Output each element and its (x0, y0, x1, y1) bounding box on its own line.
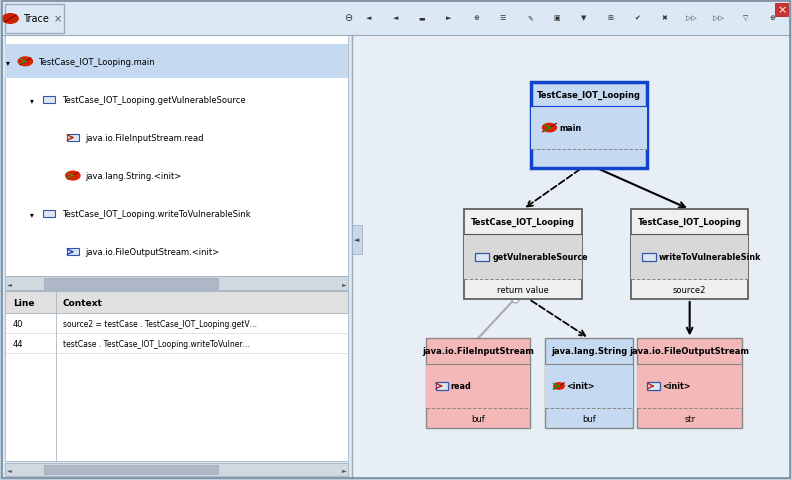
Text: ◄: ◄ (366, 15, 371, 21)
Bar (638, 364, 742, 408)
Bar (631, 235, 748, 280)
Text: str: str (684, 414, 695, 423)
Text: ◄: ◄ (7, 467, 12, 472)
Text: getVulnerableSource: getVulnerableSource (493, 253, 588, 262)
Text: return value: return value (497, 285, 549, 294)
Bar (44, 211, 55, 218)
Text: ▾: ▾ (30, 96, 33, 105)
Bar (464, 210, 581, 300)
Bar (5, 45, 348, 79)
Bar (67, 134, 78, 142)
Text: ✎: ✎ (527, 15, 533, 21)
Text: <init>: <init> (566, 382, 595, 391)
Text: ▷▷: ▷▷ (713, 15, 724, 21)
Bar (638, 339, 742, 428)
Text: java.lang.String.<init>: java.lang.String.<init> (86, 172, 182, 180)
Text: source2 = testCase . TestCase_IOT_Looping.getV…: source2 = testCase . TestCase_IOT_Loopin… (63, 319, 257, 328)
Text: ✔: ✔ (634, 15, 641, 21)
Text: ×: × (777, 6, 786, 15)
Bar (44, 278, 218, 289)
Text: ◄: ◄ (354, 237, 359, 243)
Bar (5, 292, 348, 461)
Bar (44, 465, 218, 474)
Text: ⊞: ⊞ (607, 15, 614, 21)
Text: ▣: ▣ (554, 15, 560, 21)
Text: ⊕: ⊕ (473, 15, 479, 21)
Circle shape (2, 15, 18, 24)
Text: source2: source2 (673, 285, 706, 294)
Text: main: main (559, 124, 581, 133)
Bar (352, 36, 790, 478)
Text: java.io.FileOutputStream.<init>: java.io.FileOutputStream.<init> (86, 248, 219, 257)
Text: ✖: ✖ (661, 15, 668, 21)
Circle shape (554, 383, 564, 389)
Circle shape (543, 124, 556, 132)
Text: ▼: ▼ (581, 15, 586, 21)
Text: Trace: Trace (23, 14, 49, 24)
Bar (546, 339, 633, 428)
Text: buf: buf (582, 414, 596, 423)
Bar (425, 364, 531, 408)
Circle shape (18, 58, 32, 67)
Text: ▾: ▾ (6, 58, 10, 67)
Text: ×: × (54, 14, 62, 24)
Bar (631, 210, 748, 300)
Circle shape (66, 172, 80, 180)
Text: writeToVulnerableSink: writeToVulnerableSink (659, 253, 762, 262)
Bar (436, 383, 448, 390)
Text: TestCase_IOT_Looping: TestCase_IOT_Looping (537, 91, 642, 100)
Text: 44: 44 (13, 339, 23, 348)
Bar (352, 226, 362, 254)
Text: java.io.FileInputStream.read: java.io.FileInputStream.read (86, 134, 204, 143)
Text: testCase . TestCase_IOT_Looping.writeToVulner…: testCase . TestCase_IOT_Looping.writeToV… (63, 339, 249, 348)
Text: read: read (451, 382, 471, 391)
Text: 40: 40 (13, 319, 23, 328)
Text: ▽: ▽ (743, 15, 748, 21)
Bar (44, 96, 55, 104)
Bar (475, 253, 489, 262)
Text: ▾: ▾ (30, 210, 33, 219)
Text: ☰: ☰ (500, 15, 506, 21)
Text: TestCase_IOT_Looping.getVulnerableSource: TestCase_IOT_Looping.getVulnerableSource (62, 96, 246, 105)
Text: ◄: ◄ (7, 281, 12, 286)
Text: ◄: ◄ (393, 15, 398, 21)
Bar (531, 83, 647, 168)
Bar (5, 276, 348, 291)
Text: ►: ► (342, 467, 347, 472)
Text: TestCase_IOT_Looping: TestCase_IOT_Looping (638, 218, 741, 227)
Bar (464, 235, 581, 280)
Bar (2, 2, 790, 36)
FancyBboxPatch shape (5, 5, 64, 34)
Text: TestCase_IOT_Looping.writeToVulnerableSink: TestCase_IOT_Looping.writeToVulnerableSi… (62, 210, 250, 219)
Bar (425, 339, 531, 428)
Bar (67, 249, 78, 256)
Bar (2, 36, 352, 478)
Bar (642, 253, 657, 262)
Text: ▬: ▬ (419, 15, 425, 21)
Bar (5, 463, 348, 476)
Text: Line: Line (13, 298, 34, 307)
Text: TestCase_IOT_Looping: TestCase_IOT_Looping (471, 218, 575, 227)
Text: java.io.FileInputStream: java.io.FileInputStream (422, 347, 534, 356)
Bar (531, 107, 647, 150)
Text: ►: ► (447, 15, 451, 21)
Text: buf: buf (471, 414, 485, 423)
Text: java.lang.String: java.lang.String (551, 347, 627, 356)
Bar (5, 292, 348, 313)
Text: <init>: <init> (662, 382, 691, 391)
Text: ▷▷: ▷▷ (686, 15, 697, 21)
Text: ►: ► (342, 281, 347, 286)
Text: java.io.FileOutputStream: java.io.FileOutputStream (630, 347, 750, 356)
Bar (546, 364, 633, 408)
Text: ⊖: ⊖ (345, 13, 352, 23)
Text: TestCase_IOT_Looping.main: TestCase_IOT_Looping.main (38, 58, 154, 67)
Text: Context: Context (63, 298, 102, 307)
Text: ⊕: ⊕ (769, 15, 775, 21)
Bar (647, 383, 660, 390)
Bar (5, 36, 348, 276)
